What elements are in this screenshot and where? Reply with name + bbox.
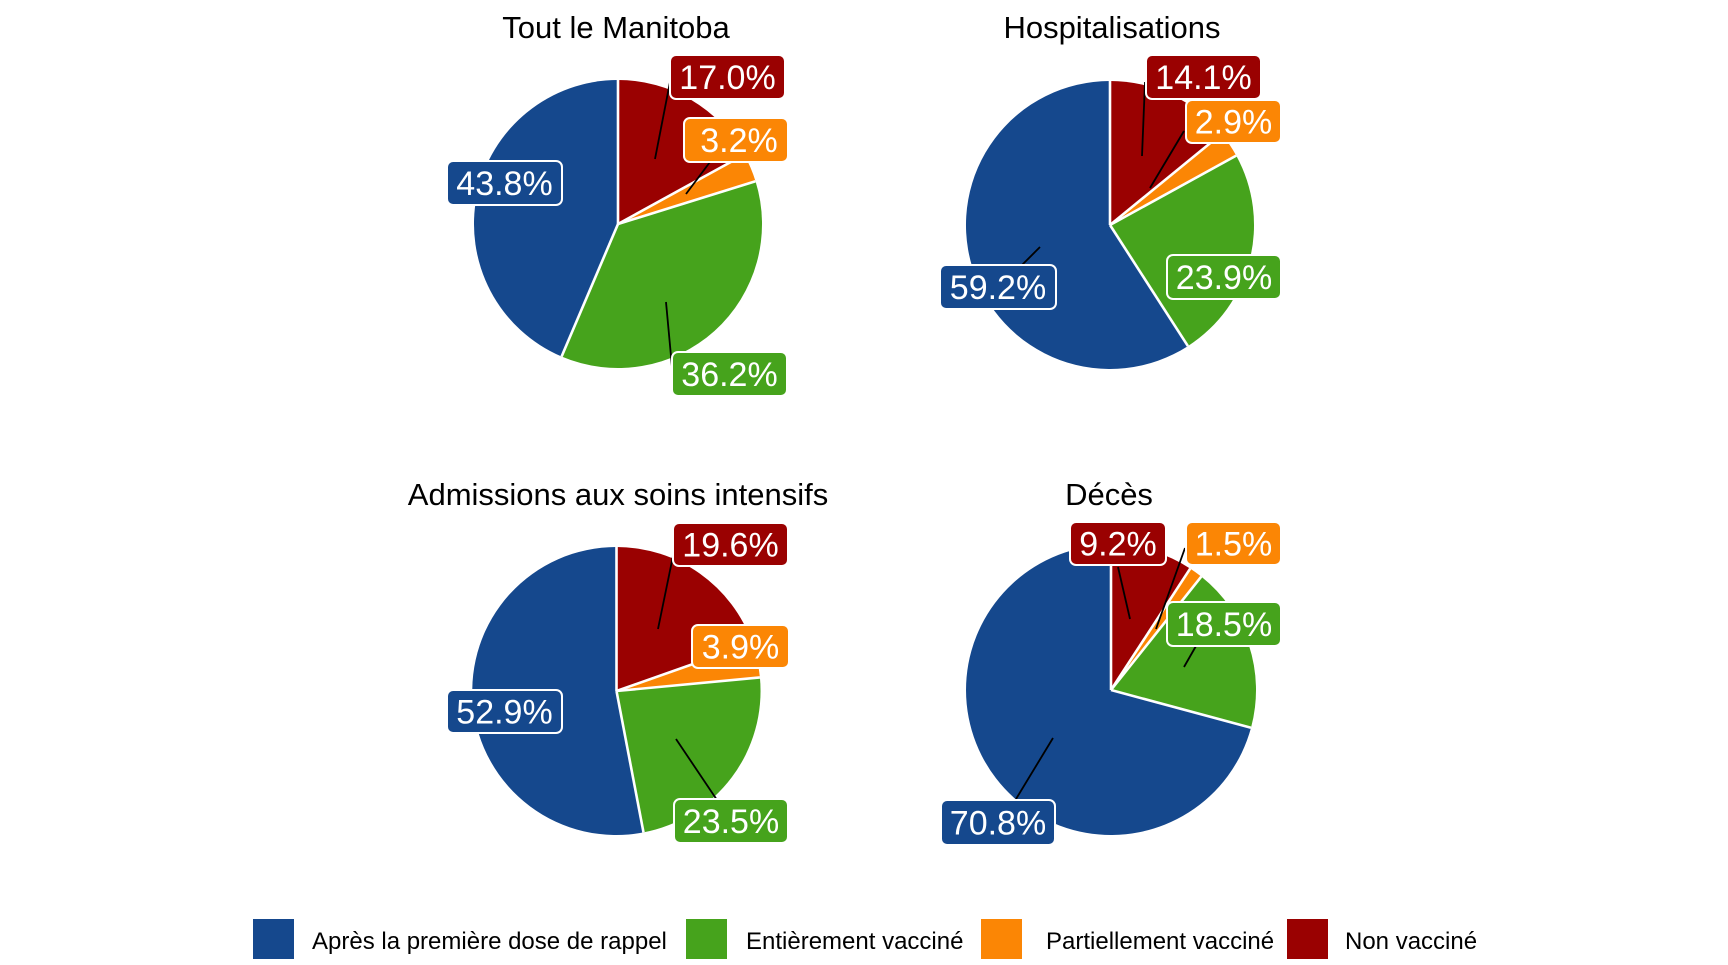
svg-text:70.8%: 70.8% xyxy=(950,805,1046,843)
svg-text:1.5%: 1.5% xyxy=(1195,526,1273,564)
svg-text:3.2%: 3.2% xyxy=(700,122,778,160)
svg-text:Non vacciné: Non vacciné xyxy=(1345,928,1477,955)
svg-text:36.2%: 36.2% xyxy=(681,356,777,394)
svg-text:9.2%: 9.2% xyxy=(1079,526,1157,564)
svg-text:Tout le Manitoba: Tout le Manitoba xyxy=(502,10,730,45)
svg-text:3.9%: 3.9% xyxy=(702,629,780,667)
svg-text:Partiellement vacciné: Partiellement vacciné xyxy=(1046,928,1274,955)
svg-text:Admissions aux soins intensifs: Admissions aux soins intensifs xyxy=(408,477,828,512)
svg-text:2.9%: 2.9% xyxy=(1195,104,1273,142)
svg-text:23.5%: 23.5% xyxy=(683,803,779,841)
svg-text:17.0%: 17.0% xyxy=(679,59,775,97)
svg-text:18.5%: 18.5% xyxy=(1176,606,1272,644)
svg-text:Décès: Décès xyxy=(1065,477,1153,512)
svg-text:23.9%: 23.9% xyxy=(1176,259,1272,297)
svg-text:Hospitalisations: Hospitalisations xyxy=(1003,10,1220,45)
svg-text:Après la première dose de rapp: Après la première dose de rappel xyxy=(312,928,667,955)
svg-text:19.6%: 19.6% xyxy=(682,527,778,565)
svg-text:59.2%: 59.2% xyxy=(950,269,1046,307)
svg-text:43.8%: 43.8% xyxy=(456,165,552,203)
svg-text:Entièrement vacciné: Entièrement vacciné xyxy=(746,928,963,955)
svg-text:52.9%: 52.9% xyxy=(456,694,552,732)
svg-text:14.1%: 14.1% xyxy=(1155,59,1251,97)
